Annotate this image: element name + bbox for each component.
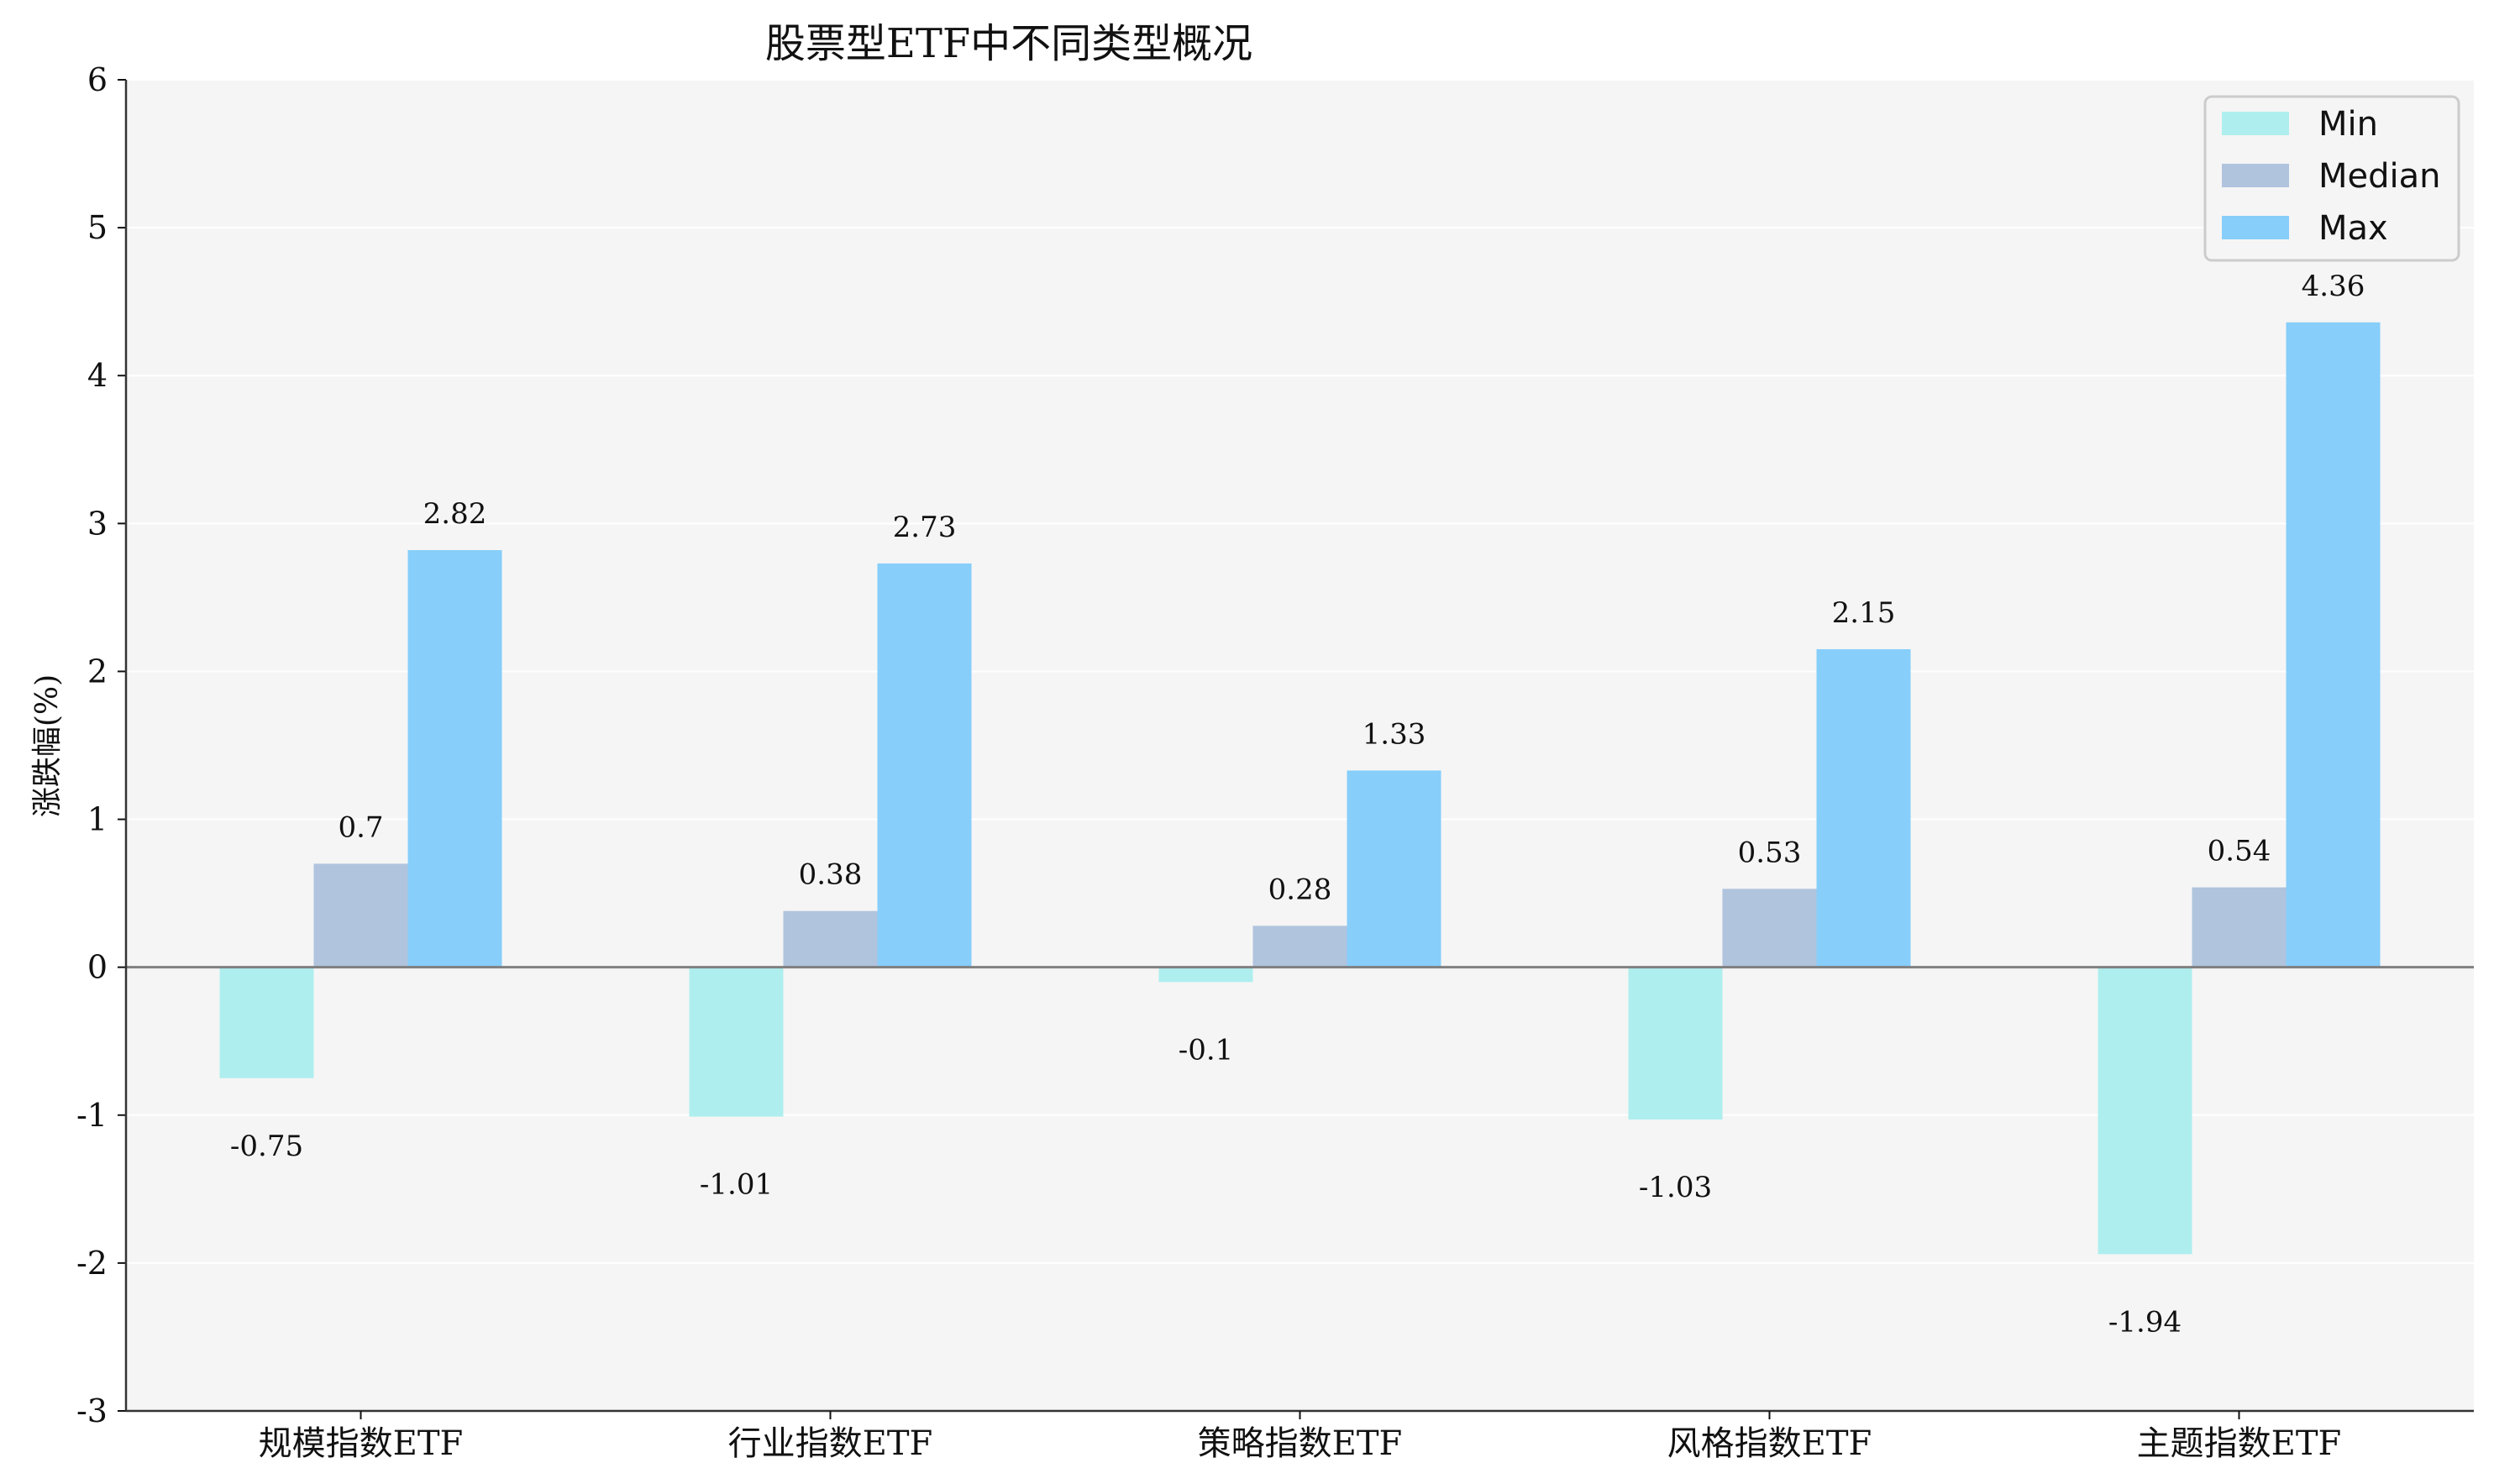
- bar-min: [1628, 967, 1723, 1120]
- data-label: 0.54: [2208, 835, 2271, 868]
- bar-min: [1158, 967, 1253, 983]
- x-tick-label: 规模指数ETF: [259, 1424, 464, 1463]
- bar-median: [2192, 887, 2287, 967]
- bar-median: [783, 910, 878, 967]
- y-tick-label: 2: [87, 653, 108, 690]
- data-label: 2.15: [1832, 596, 1896, 630]
- x-tick-label: 风格指数ETF: [1667, 1424, 1872, 1463]
- legend-swatch-min: [2222, 112, 2289, 135]
- x-tick-label: 行业指数ETF: [728, 1424, 933, 1463]
- bar-max: [1347, 770, 1441, 967]
- y-tick-label: 0: [87, 949, 108, 986]
- bar-min: [219, 967, 314, 1078]
- data-label: 0.53: [1738, 836, 1802, 869]
- y-tick-label: -3: [76, 1392, 108, 1429]
- y-tick-label: 6: [87, 61, 108, 98]
- data-label: -1.03: [1639, 1171, 1712, 1204]
- bar-max: [407, 550, 502, 967]
- legend-swatch-max: [2222, 216, 2289, 239]
- y-tick-label: -2: [76, 1245, 108, 1282]
- y-tick-label: 4: [87, 357, 108, 394]
- data-label: 2.82: [423, 497, 487, 531]
- y-tick-label: 1: [87, 801, 108, 838]
- bar-min: [2098, 967, 2192, 1255]
- legend-label-min: Min: [2318, 105, 2378, 144]
- data-label: -1.01: [700, 1168, 773, 1202]
- bar-median: [1722, 889, 1817, 967]
- bar-max: [1816, 649, 1911, 967]
- bar-median: [313, 863, 408, 967]
- x-tick-label: 策略指数ETF: [1198, 1424, 1403, 1463]
- bar-max: [877, 563, 972, 967]
- bar-median: [1252, 926, 1347, 967]
- legend-label-median: Median: [2318, 157, 2441, 196]
- bar-max: [2286, 322, 2381, 967]
- bar-min: [689, 967, 784, 1117]
- legend-label-max: Max: [2318, 209, 2388, 248]
- data-label: -0.75: [230, 1130, 303, 1163]
- data-label: 0.38: [799, 858, 863, 892]
- data-label: 1.33: [1363, 717, 1426, 751]
- legend: Min Median Max: [2203, 95, 2460, 262]
- data-label: 4.36: [2302, 270, 2365, 303]
- y-tick-label: 3: [87, 505, 108, 542]
- data-label: 2.73: [893, 511, 957, 544]
- plot-area: [126, 80, 2474, 1411]
- grid-layer: [126, 79, 2474, 1412]
- chart-title: 股票型ETF中不同类型概况: [765, 20, 1252, 67]
- y-axis-label: 涨跌幅(%): [30, 674, 65, 817]
- y-tick-label: 5: [87, 209, 108, 246]
- x-tick-label: 主题指数ETF: [2137, 1424, 2342, 1463]
- labels-layer: -3 -2 -1 0 1 2 3 4 5 6 规模指数ETF -0.75 0.7 2.82 行业指数ETF -…: [76, 61, 2365, 1463]
- data-label: -1.94: [2108, 1305, 2182, 1339]
- bars-layer: [219, 322, 2381, 1255]
- data-label: -0.1: [1179, 1033, 1234, 1067]
- axes-layer: [118, 79, 2474, 1419]
- legend-swatch-median: [2222, 164, 2289, 187]
- y-tick-label: -1: [76, 1097, 108, 1134]
- data-label: 0.7: [338, 810, 383, 844]
- data-label: 0.28: [1268, 873, 1332, 906]
